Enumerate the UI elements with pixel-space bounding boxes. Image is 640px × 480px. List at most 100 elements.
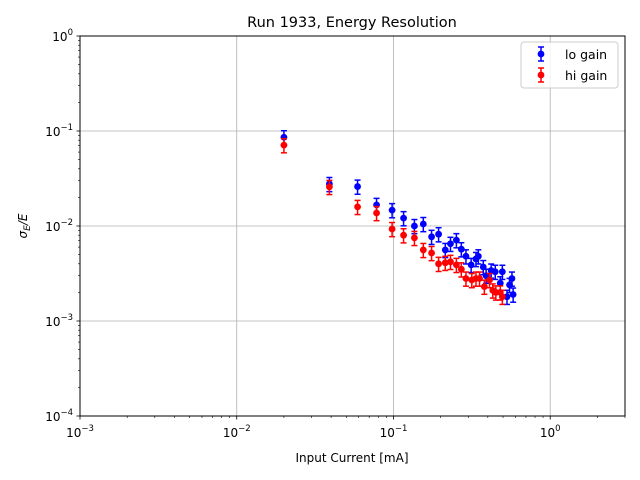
marker	[467, 261, 475, 269]
marker	[452, 261, 460, 269]
series-hi-gain	[280, 137, 506, 306]
data-point	[468, 272, 476, 289]
y-axis-label-tail: /E	[16, 213, 30, 226]
x-tick-label: 10−2	[223, 424, 251, 440]
marker	[452, 236, 460, 244]
marker	[373, 209, 380, 217]
data-point	[491, 264, 499, 281]
y-tick-label: 10−2	[45, 218, 73, 234]
y-axis-label-sigma: σ	[16, 230, 30, 238]
y-tick-label: 10−1	[45, 123, 73, 139]
y-tick-label-base: 10	[45, 125, 60, 139]
marker	[388, 206, 396, 214]
y-tick-label-exponent: −2	[60, 218, 73, 228]
marker	[325, 183, 333, 191]
legend-label: lo gain	[565, 47, 607, 62]
data-point	[428, 245, 435, 262]
marker	[457, 245, 465, 253]
y-axis-label-subscript: E	[23, 225, 33, 231]
x-tick-label-base: 10	[66, 426, 81, 440]
marker	[428, 249, 435, 257]
y-tick-label: 10−3	[45, 313, 73, 329]
data-point	[280, 137, 288, 154]
data-point	[447, 236, 454, 253]
marker	[496, 279, 504, 287]
marker	[491, 268, 499, 276]
marker	[447, 240, 454, 248]
chart-title: Run 1933, Energy Resolution	[247, 15, 457, 31]
y-tick-label-base: 10	[52, 30, 67, 44]
series-lo-gain	[280, 129, 517, 306]
legend-entry: hi gain	[537, 67, 607, 83]
marker	[474, 252, 482, 260]
data-point	[400, 210, 407, 227]
marker	[503, 293, 511, 301]
data-point	[508, 271, 516, 287]
legend-marker	[537, 71, 545, 79]
data-point	[373, 205, 380, 222]
data-point	[354, 179, 361, 196]
data-point	[476, 271, 483, 287]
marker	[462, 275, 470, 282]
y-tick-label-base: 10	[45, 315, 60, 329]
plot-area	[76, 35, 626, 420]
legend-box	[520, 41, 619, 89]
y-tick-label-exponent: 0	[68, 28, 73, 38]
marker	[441, 259, 449, 267]
marker	[354, 203, 361, 211]
data-point	[447, 254, 454, 271]
y-tick-label-exponent: −1	[60, 123, 73, 133]
x-tick-label-exponent: −2	[238, 424, 251, 434]
y-tick-label-base: 10	[45, 410, 60, 424]
data-point	[509, 287, 517, 303]
x-tick-label: 10−1	[380, 424, 408, 440]
x-tick-label-exponent: −3	[81, 424, 94, 434]
data-point	[428, 229, 435, 246]
data-point	[441, 255, 449, 272]
marker	[411, 222, 418, 230]
marker	[480, 283, 488, 291]
x-tick-label: 100	[540, 424, 561, 440]
y-tick-label-base: 10	[45, 220, 60, 234]
marker	[400, 231, 407, 239]
marker	[462, 252, 470, 260]
data-point	[435, 256, 442, 273]
data-point	[388, 202, 396, 219]
x-tick-label-exponent: 0	[555, 424, 560, 434]
x-tick-label: 10−3	[66, 424, 94, 440]
marker	[400, 214, 407, 222]
marker	[428, 233, 435, 241]
marker	[447, 258, 454, 266]
x-tick-label-base: 10	[540, 426, 555, 440]
x-tick-labels: 10−3 10−2 10−1 100	[66, 424, 560, 440]
grid-lines	[80, 36, 625, 416]
marker	[280, 141, 288, 149]
y-tick-label-exponent: −3	[60, 313, 73, 323]
major-ticks	[76, 35, 551, 420]
y-tick-label: 100	[52, 28, 73, 44]
marker	[508, 275, 516, 282]
marker	[435, 230, 442, 238]
marker	[509, 291, 517, 298]
data-point	[474, 249, 482, 265]
y-axis-label: σE/E	[16, 213, 33, 238]
marker	[388, 225, 396, 233]
marker	[498, 268, 506, 276]
y-tick-label: 10−4	[45, 408, 73, 424]
data-point	[400, 227, 407, 244]
marker	[354, 183, 361, 190]
legend-marker	[537, 50, 545, 58]
x-tick-label-base: 10	[223, 426, 238, 440]
data-point	[325, 179, 333, 196]
data-point	[354, 199, 361, 216]
marker	[486, 276, 493, 284]
marker	[441, 246, 449, 254]
data-point	[435, 226, 442, 243]
legend-entry: lo gain	[537, 46, 607, 62]
marker	[476, 275, 483, 282]
series-layer	[280, 129, 517, 306]
marker	[457, 265, 465, 273]
y-tick-label-exponent: −4	[60, 408, 73, 418]
